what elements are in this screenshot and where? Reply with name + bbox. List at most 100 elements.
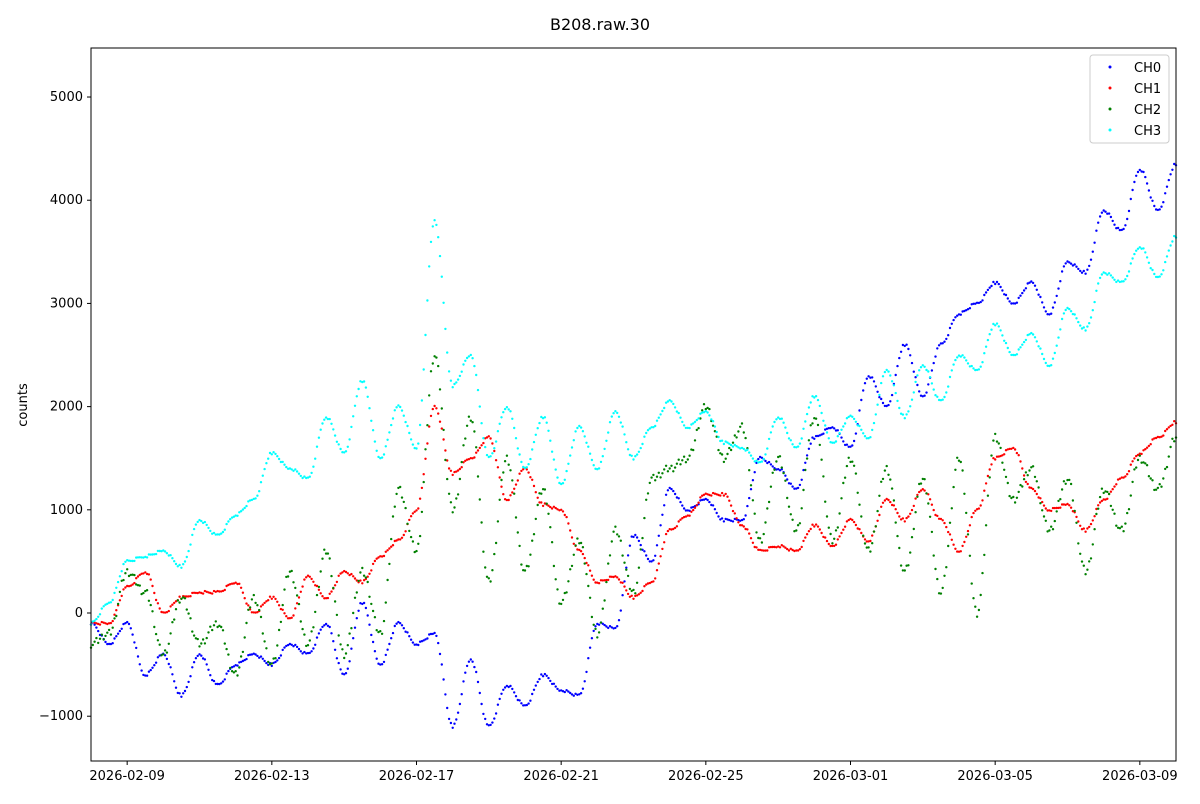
ch1-point xyxy=(140,572,143,575)
ch2-point xyxy=(912,527,915,531)
ch2-point xyxy=(133,573,136,577)
ch1-point xyxy=(323,597,326,600)
ch2-point xyxy=(543,488,547,491)
ch2-point xyxy=(1162,477,1165,480)
ch0-point xyxy=(849,445,852,448)
ch0-point xyxy=(370,633,373,637)
ch2-point xyxy=(447,492,451,495)
ch1-point xyxy=(353,577,357,580)
ch3-point xyxy=(192,527,196,531)
ch3-point xyxy=(418,423,422,427)
ch2-point xyxy=(807,439,811,442)
ch3-point xyxy=(324,416,328,419)
ch1-point xyxy=(482,441,485,445)
ch3-point xyxy=(361,380,364,384)
ch2-point xyxy=(639,548,642,551)
ch1-point xyxy=(453,470,456,474)
ch0-point xyxy=(1171,168,1174,171)
ch2-point xyxy=(230,670,234,673)
ch2-point xyxy=(171,621,174,624)
ch2-point xyxy=(471,421,474,424)
ch0-point xyxy=(927,383,930,386)
ch2-point xyxy=(970,582,973,585)
ch0-point xyxy=(1093,241,1096,244)
ch1-point xyxy=(650,580,653,584)
ch3-point xyxy=(1006,346,1009,350)
ch1-point xyxy=(793,549,796,553)
ch0-point xyxy=(748,496,751,500)
ch1-point xyxy=(1160,435,1163,438)
ch1-point xyxy=(939,517,943,521)
ch3-point xyxy=(330,422,333,425)
ch1-point xyxy=(666,529,670,533)
ch2-point xyxy=(787,505,791,508)
ch2-point xyxy=(862,534,865,537)
ch3-point xyxy=(760,460,764,463)
ch1-point xyxy=(912,504,915,508)
ch2-point xyxy=(843,476,847,479)
ch2-point xyxy=(196,637,199,641)
ch2-point xyxy=(1071,499,1075,502)
y-axis-label: counts xyxy=(16,383,31,427)
ch3-point xyxy=(572,439,575,442)
ch1-point xyxy=(945,525,948,529)
ch1-point xyxy=(1138,452,1142,455)
ch2-point xyxy=(267,660,270,664)
ch2-point xyxy=(350,627,353,630)
ch2-point xyxy=(1028,469,1031,472)
ch2-point xyxy=(138,584,141,587)
ch0-point xyxy=(529,699,532,702)
ch1-point xyxy=(690,510,693,513)
ch0-point xyxy=(1028,281,1031,284)
ch2-point xyxy=(941,586,944,590)
ch2-point xyxy=(957,459,961,462)
ch0-point xyxy=(767,460,771,464)
ch3-point xyxy=(865,437,868,440)
ch1-point xyxy=(382,554,386,558)
ch2-point xyxy=(216,625,219,629)
ch2-point xyxy=(735,436,738,439)
ch2-point xyxy=(558,602,561,605)
ch1-point xyxy=(898,515,901,518)
ch1-point xyxy=(1127,470,1131,473)
ch3-point xyxy=(995,322,999,325)
ch2-point xyxy=(429,370,433,373)
ch2-point xyxy=(142,591,145,595)
ch2-point xyxy=(592,623,595,626)
ch3-point xyxy=(520,460,523,464)
ch0-point xyxy=(1012,302,1015,305)
ch0-point xyxy=(961,310,964,313)
ch1-point xyxy=(487,435,490,438)
ch0-point xyxy=(1133,180,1136,184)
ch0-point xyxy=(898,356,901,360)
legend-label-ch3: CH3 xyxy=(1134,124,1161,139)
ch1-point xyxy=(878,513,881,517)
ch2-point xyxy=(692,448,695,452)
ch0-point xyxy=(663,504,666,507)
ch3-point xyxy=(292,469,295,472)
ch0-point xyxy=(561,690,565,693)
ch2-point xyxy=(901,569,905,572)
ch3-point xyxy=(818,404,821,408)
ch0-point xyxy=(185,685,188,689)
ch1-point xyxy=(1111,488,1114,491)
ch3-point xyxy=(274,452,277,456)
ch2-point xyxy=(373,616,377,619)
ch0-point xyxy=(390,637,393,640)
ch3-point xyxy=(912,391,915,394)
ch0-point xyxy=(634,533,637,537)
ch0-point xyxy=(191,666,194,669)
ch2-point xyxy=(341,648,344,651)
ch2-point xyxy=(657,471,660,474)
ch1-point xyxy=(1035,492,1039,496)
ch0-point xyxy=(547,676,550,680)
ch2-point xyxy=(786,496,789,500)
ch3-point xyxy=(847,415,850,419)
ch0-point xyxy=(1050,312,1053,315)
ch2-point xyxy=(563,591,566,595)
ch1-point xyxy=(171,603,174,606)
ch2-point xyxy=(456,493,460,496)
ch3-point xyxy=(706,411,709,414)
ch1-point xyxy=(701,494,704,497)
x-tick-label: 2026-02-25 xyxy=(668,769,744,784)
